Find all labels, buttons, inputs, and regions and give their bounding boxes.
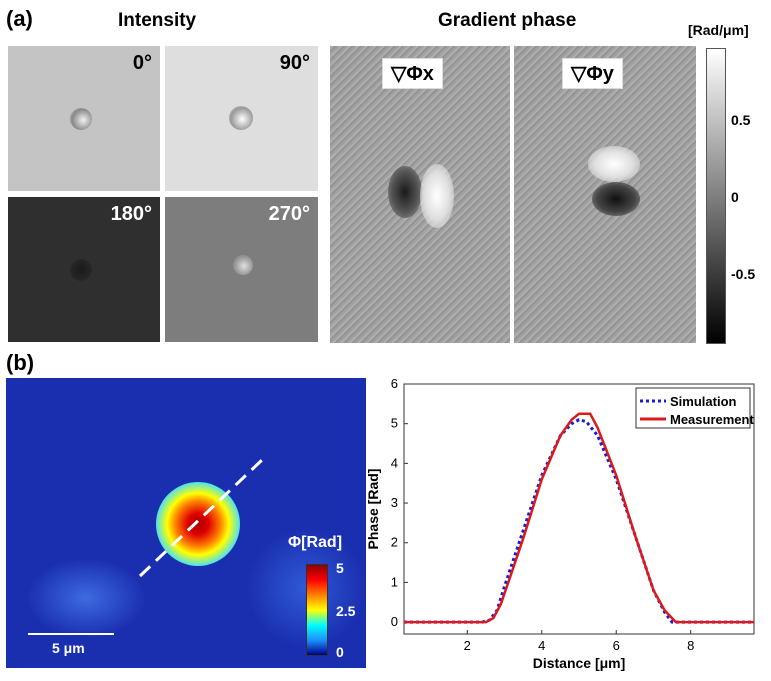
intensity-image-0: 0° [8, 46, 160, 191]
gradient-colorbar [706, 48, 726, 344]
legend-label-measurement: Measurement [670, 412, 754, 427]
y-tick-label: 1 [391, 574, 398, 589]
scale-bar-label: 5 μm [52, 640, 85, 656]
phase-colorbar [306, 564, 328, 656]
grad-y-label: ▽Φy [562, 58, 623, 89]
legend-label-simulation: Simulation [670, 394, 737, 409]
y-tick-label: 4 [391, 455, 398, 470]
phase-colorbar-tick-0: 0 [336, 644, 344, 660]
intensity-title: Intensity [118, 10, 197, 31]
phase-profile-chart: 2 4 6 8 0 1 2 3 4 5 6 Distance [μm] Phase [Rad] Simul… [366, 376, 755, 671]
gradient-dark-lobe [388, 166, 422, 218]
profile-line-overlay [28, 458, 264, 635]
bead-spot [70, 259, 92, 281]
angle-label-0: 0° [132, 52, 152, 74]
phase-colorbar-tick-5: 5 [336, 560, 344, 576]
series-line-measurement [404, 412, 754, 624]
phase-colorbar-tick-2.5: 2.5 [336, 603, 356, 619]
panel-b-label: (b) [6, 350, 35, 375]
y-tick-label: 3 [391, 495, 398, 510]
panel-a-label: (a) [6, 6, 33, 31]
legend-box [635, 387, 751, 429]
angle-label-270: 270° [268, 203, 310, 225]
intensity-image-90: 90° [165, 46, 318, 191]
y-axis-label: Phase [Rad] [366, 469, 381, 550]
phase-colorbar-title: Φ[Rad] [288, 534, 343, 551]
x-tick-label: 2 [464, 638, 471, 653]
gradient-bright-lobe [420, 164, 454, 228]
gradient-x-image: ▽Φx [330, 46, 510, 343]
bead-spot [229, 106, 253, 130]
phase-map-image: 5 μm Φ[Rad] 5 2.5 0 [6, 378, 366, 668]
x-tick-label: 4 [538, 638, 545, 653]
profile-line [138, 458, 264, 578]
gradient-dark-lobe [592, 182, 640, 216]
gradient-bright-lobe [588, 146, 640, 182]
gradient-phase-title: Gradient phase [438, 10, 577, 31]
colorbar-tick-0: 0 [731, 189, 739, 205]
intensity-image-180: 180° [8, 197, 160, 342]
colorbar-tick-0.5: 0.5 [731, 112, 751, 128]
colorbar-unit-label: [Rad/μm] [688, 22, 749, 38]
x-tick-label: 8 [687, 638, 694, 653]
angle-label-90: 90° [279, 52, 310, 74]
intensity-image-270: 270° [165, 197, 318, 342]
bead-spot [70, 108, 92, 130]
x-axis-label: Distance [μm] [533, 655, 626, 671]
shadow-region [26, 558, 146, 638]
gradient-y-image: ▽Φy [514, 46, 696, 343]
y-tick-label: 2 [391, 535, 398, 550]
y-tick-label: 0 [391, 614, 398, 629]
bead-spot [233, 255, 253, 275]
y-tick-label: 5 [391, 416, 398, 431]
grad-x-label: ▽Φx [382, 58, 443, 89]
angle-label-180: 180° [110, 203, 152, 225]
y-tick-label: 6 [391, 376, 398, 391]
colorbar-tick-neg0.5: -0.5 [731, 266, 756, 282]
x-tick-label: 6 [613, 638, 620, 653]
